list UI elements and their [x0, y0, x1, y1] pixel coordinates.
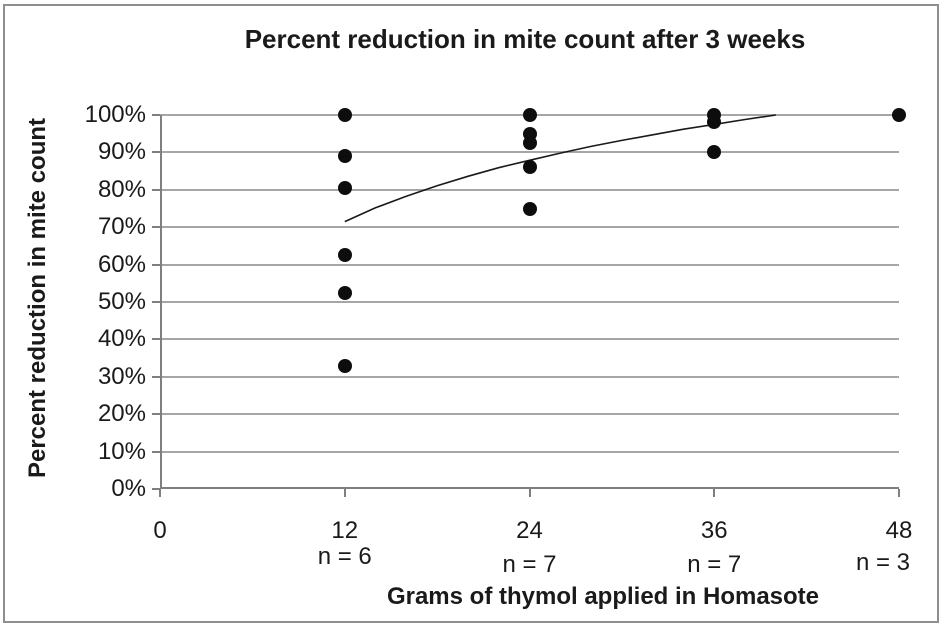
data-point [522, 108, 537, 122]
x-tick-label: 24 [516, 517, 543, 544]
sample-size-label: n = 6 [317, 543, 372, 570]
gridline [160, 263, 899, 266]
gridline [160, 450, 899, 453]
x-tick-label: 0 [153, 517, 167, 544]
y-axis-tick [152, 375, 160, 378]
data-point [337, 358, 352, 373]
y-tick-label: 30% [97, 362, 146, 390]
x-axis-title: Grams of thymol applied in Homasote [386, 583, 820, 610]
y-tick-label: 90% [97, 138, 146, 166]
y-tick-label: 20% [97, 400, 146, 428]
y-axis-tick [152, 488, 160, 490]
gridline [160, 338, 899, 341]
data-point [337, 149, 352, 164]
y-tick-label: 70% [97, 213, 146, 241]
y-axis-tick [152, 151, 160, 154]
gridline [160, 375, 899, 378]
x-tick-label: 12 [331, 517, 359, 544]
y-axis-line [160, 115, 162, 489]
y-tick-label: 60% [97, 250, 146, 278]
data-point [707, 115, 722, 130]
sample-size-label: n = 7 [687, 551, 742, 578]
data-point [337, 285, 352, 300]
x-tick-label: 36 [700, 517, 728, 544]
trendline-curve [344, 114, 776, 223]
gridline [160, 188, 899, 191]
y-tick-label: 50% [97, 288, 146, 315]
x-axis-line [160, 487, 899, 489]
data-point [337, 108, 352, 122]
data-point [707, 145, 722, 160]
trendline-path [344, 114, 776, 223]
y-tick-label: 100% [84, 101, 146, 128]
y-axis-tick [152, 338, 160, 341]
x-axis-tick [528, 489, 531, 497]
x-axis-tick [898, 489, 900, 497]
y-tick-label: 40% [97, 325, 146, 353]
y-tick-label: 0% [111, 475, 146, 502]
y-axis-tick [152, 450, 160, 453]
y-axis-tick [152, 263, 160, 266]
chart-title: Percent reduction in mite count after 3 … [244, 24, 806, 54]
gridline [160, 301, 899, 303]
data-point [892, 108, 906, 122]
data-point [337, 248, 352, 263]
data-point [522, 136, 537, 151]
y-axis-tick [152, 188, 160, 191]
gridline [160, 226, 899, 229]
x-axis-tick [159, 489, 161, 497]
gridline [160, 151, 899, 154]
sample-size-label: n = 7 [502, 551, 557, 578]
y-axis-tick [152, 301, 160, 303]
chart-border [3, 4, 939, 623]
y-tick-label: 80% [97, 175, 146, 203]
sample-size-label: n = 3 [855, 549, 911, 576]
data-point [522, 201, 537, 216]
y-axis-tick [152, 226, 160, 229]
x-axis-tick [343, 489, 346, 497]
plot-area [152, 108, 906, 497]
data-point [337, 180, 352, 195]
y-axis-tick [152, 114, 160, 116]
y-tick-label: 10% [97, 437, 146, 465]
x-axis-tick [713, 489, 716, 497]
data-point [522, 160, 537, 175]
gridline [160, 413, 899, 416]
x-tick-label: 48 [885, 517, 913, 544]
y-axis-tick [152, 413, 160, 416]
